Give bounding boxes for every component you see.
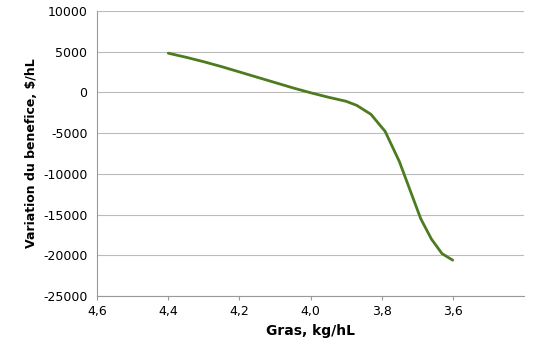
X-axis label: Gras, kg/hL: Gras, kg/hL (266, 323, 355, 338)
Y-axis label: Variation du benefice, $/hL: Variation du benefice, $/hL (24, 58, 38, 248)
